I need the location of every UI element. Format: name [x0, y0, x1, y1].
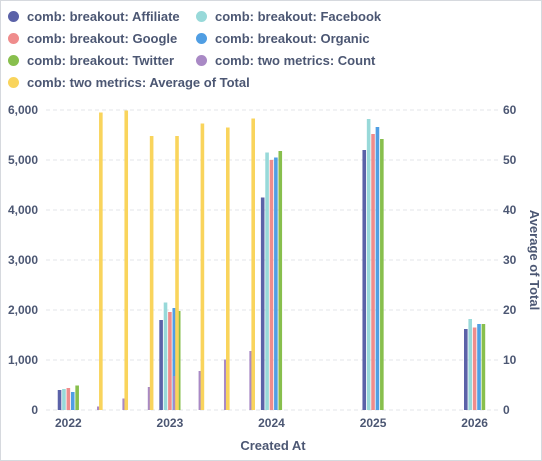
- bar-twitter[interactable]: [481, 324, 486, 410]
- legend-dot-icon: [196, 32, 207, 44]
- left-axis-ticks: 0 1,000 2,000 3,000 4,000 5,000 6,000: [8, 103, 38, 417]
- left-tick-label: 5,000: [8, 153, 38, 167]
- bar-organic[interactable]: [274, 157, 278, 411]
- bar-affiliate[interactable]: [464, 329, 468, 410]
- legend-dot-icon: [196, 10, 207, 22]
- bar-count[interactable]: [223, 359, 228, 411]
- bar-organic[interactable]: [70, 392, 75, 410]
- legend-item-affiliate[interactable]: comb: breakout: Affiliate: [8, 6, 196, 26]
- bars: [57, 110, 486, 411]
- x-tick-label: 2026: [461, 416, 488, 430]
- legend-label: comb: two metrics: Count: [215, 52, 376, 68]
- right-tick-label: 30: [503, 253, 517, 267]
- left-tick-label: 4,000: [8, 203, 38, 217]
- bar-facebook[interactable]: [62, 389, 66, 410]
- legend: comb: breakout: Affiliate comb: breakout…: [8, 6, 468, 92]
- bar-organic[interactable]: [375, 127, 380, 410]
- legend-label: comb: breakout: Affiliate: [27, 8, 180, 24]
- legend-dot-icon: [8, 54, 19, 66]
- right-tick-label: 0: [503, 403, 510, 417]
- bar-count[interactable]: [97, 406, 101, 411]
- bar-affiliate[interactable]: [57, 390, 62, 410]
- bar-average-of-total[interactable]: [251, 118, 255, 411]
- bar-google[interactable]: [66, 388, 71, 410]
- right-tick-label: 50: [503, 153, 517, 167]
- right-tick-label: 10: [503, 353, 517, 367]
- legend-dot-icon: [196, 54, 207, 66]
- bar-affiliate[interactable]: [159, 320, 163, 410]
- bar-average-of-total[interactable]: [226, 127, 230, 411]
- bar-facebook[interactable]: [468, 319, 473, 410]
- x-axis-ticks: 2022 2023 2024 2025 2026: [55, 416, 488, 430]
- bar-count[interactable]: [249, 351, 253, 410]
- bar-facebook[interactable]: [265, 152, 269, 411]
- legend-label: comb: breakout: Twitter: [27, 52, 175, 68]
- left-tick-label: 1,000: [8, 353, 38, 367]
- legend-label: comb: breakout: Organic: [215, 30, 370, 46]
- right-axis-ticks: 0 10 20 30 40 50 60: [503, 103, 517, 417]
- right-axis-title: Average of Total: [527, 210, 542, 310]
- bar-twitter[interactable]: [380, 139, 384, 410]
- legend-item-twitter[interactable]: comb: breakout: Twitter: [8, 50, 196, 70]
- bar-count[interactable]: [122, 398, 127, 411]
- bar-twitter[interactable]: [278, 151, 283, 410]
- bar-facebook[interactable]: [163, 302, 168, 411]
- legend-item-organic[interactable]: comb: breakout: Organic: [196, 28, 436, 48]
- legend-item-count[interactable]: comb: two metrics: Count: [196, 50, 436, 70]
- right-tick-label: 60: [503, 103, 517, 117]
- legend-label: comb: two metrics: Average of Total: [27, 74, 250, 90]
- left-tick-label: 3,000: [8, 253, 38, 267]
- x-tick-label: 2023: [157, 416, 184, 430]
- x-tick-label: 2022: [55, 416, 82, 430]
- legend-dot-icon: [8, 32, 19, 44]
- x-tick-label: 2024: [258, 416, 285, 430]
- bar-average-of-total[interactable]: [99, 112, 103, 411]
- bar-google[interactable]: [269, 160, 274, 410]
- right-tick-label: 40: [503, 203, 517, 217]
- x-tick-label: 2025: [360, 416, 387, 430]
- bar-count[interactable]: [198, 371, 203, 410]
- bar-count[interactable]: [173, 376, 177, 410]
- legend-item-average[interactable]: comb: two metrics: Average of Total: [8, 72, 436, 92]
- right-tick-label: 20: [503, 303, 517, 317]
- bar-google[interactable]: [168, 312, 172, 410]
- bar-twitter[interactable]: [75, 385, 79, 411]
- bar-organic[interactable]: [477, 324, 481, 410]
- legend-label: comb: breakout: Google: [27, 30, 178, 46]
- left-tick-label: 6,000: [8, 103, 38, 117]
- bar-affiliate[interactable]: [260, 197, 265, 411]
- left-tick-label: 0: [31, 403, 38, 417]
- legend-item-google[interactable]: comb: breakout: Google: [8, 28, 196, 48]
- x-axis-title: Created At: [240, 438, 306, 453]
- bar-average-of-total[interactable]: [200, 123, 205, 411]
- bar-average-of-total[interactable]: [175, 136, 179, 410]
- bar-affiliate[interactable]: [362, 150, 367, 410]
- legend-item-facebook[interactable]: comb: breakout: Facebook: [196, 6, 436, 26]
- bar-organic[interactable]: [172, 308, 177, 410]
- legend-dot-icon: [8, 76, 19, 88]
- bar-average-of-total[interactable]: [149, 136, 154, 410]
- left-tick-label: 2,000: [8, 303, 38, 317]
- bar-google[interactable]: [371, 134, 375, 410]
- legend-label: comb: breakout: Facebook: [215, 8, 382, 24]
- bar-count[interactable]: [147, 387, 152, 410]
- legend-dot-icon: [8, 10, 19, 22]
- bar-google[interactable]: [472, 327, 477, 411]
- bar-average-of-total[interactable]: [124, 110, 129, 411]
- bar-facebook[interactable]: [366, 119, 371, 410]
